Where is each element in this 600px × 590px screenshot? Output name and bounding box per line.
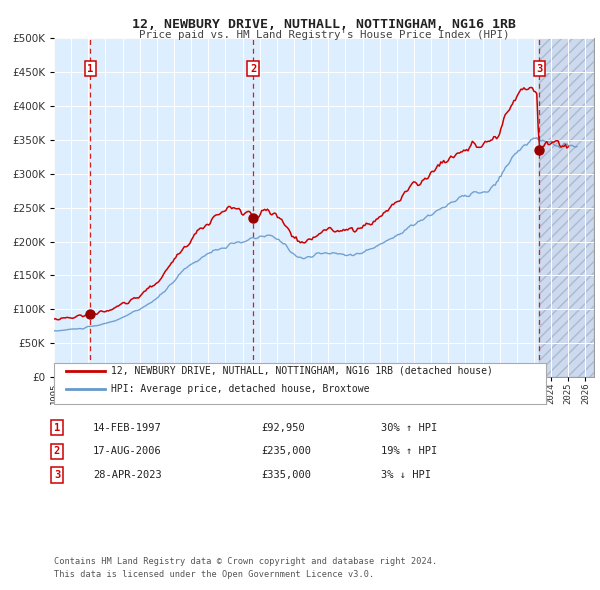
Text: Price paid vs. HM Land Registry's House Price Index (HPI): Price paid vs. HM Land Registry's House …	[139, 30, 509, 40]
Text: 17-AUG-2006: 17-AUG-2006	[93, 447, 162, 456]
Text: HPI: Average price, detached house, Broxtowe: HPI: Average price, detached house, Brox…	[111, 385, 370, 394]
Text: 3: 3	[536, 64, 542, 74]
Text: 1: 1	[54, 423, 60, 432]
Text: 2: 2	[250, 64, 256, 74]
Text: 28-APR-2023: 28-APR-2023	[93, 470, 162, 480]
Text: 3% ↓ HPI: 3% ↓ HPI	[381, 470, 431, 480]
Bar	[539, 38, 594, 377]
Text: 30% ↑ HPI: 30% ↑ HPI	[381, 423, 437, 432]
Text: £92,950: £92,950	[261, 423, 305, 432]
Bar	[539, 38, 594, 377]
Text: 3: 3	[54, 470, 60, 480]
Text: 2: 2	[54, 447, 60, 456]
Text: 12, NEWBURY DRIVE, NUTHALL, NOTTINGHAM, NG16 1RB (detached house): 12, NEWBURY DRIVE, NUTHALL, NOTTINGHAM, …	[111, 366, 493, 375]
Text: This data is licensed under the Open Government Licence v3.0.: This data is licensed under the Open Gov…	[54, 571, 374, 579]
Text: 12, NEWBURY DRIVE, NUTHALL, NOTTINGHAM, NG16 1RB: 12, NEWBURY DRIVE, NUTHALL, NOTTINGHAM, …	[132, 18, 516, 31]
Text: 19% ↑ HPI: 19% ↑ HPI	[381, 447, 437, 456]
Text: £235,000: £235,000	[261, 447, 311, 456]
Text: 14-FEB-1997: 14-FEB-1997	[93, 423, 162, 432]
Text: £335,000: £335,000	[261, 470, 311, 480]
Text: Contains HM Land Registry data © Crown copyright and database right 2024.: Contains HM Land Registry data © Crown c…	[54, 558, 437, 566]
Text: 1: 1	[87, 64, 94, 74]
